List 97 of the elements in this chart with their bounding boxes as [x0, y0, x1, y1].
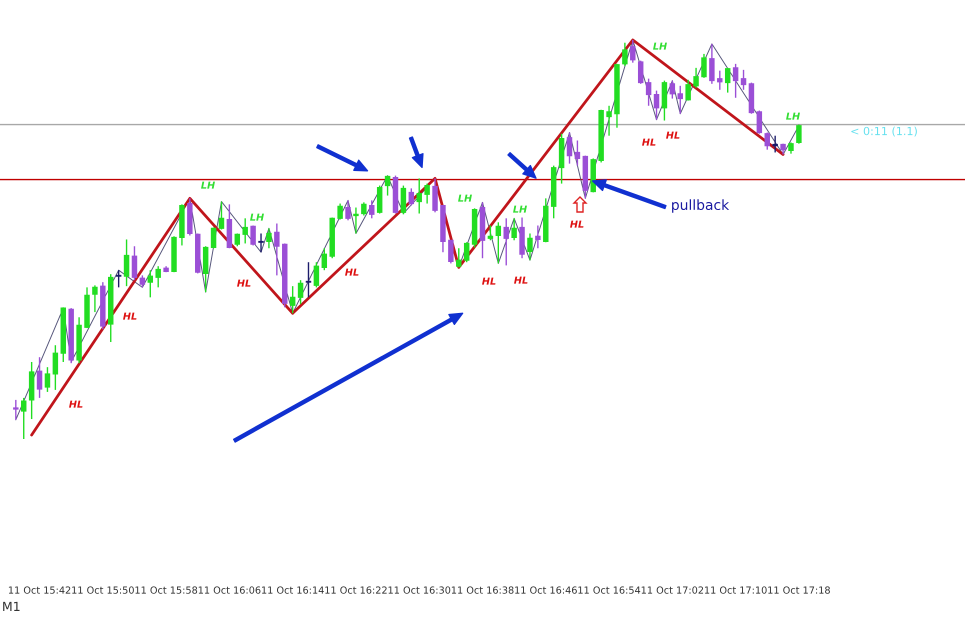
candlestick	[266, 228, 272, 249]
annotation: HL	[666, 132, 680, 139]
x-tick-label: 11 Oct 16:14	[262, 586, 324, 594]
annotation: HL	[514, 276, 528, 284]
candlestick	[250, 224, 256, 246]
annotation: LH	[786, 112, 800, 120]
candlestick	[504, 218, 509, 266]
candlestick	[155, 266, 161, 288]
candlestick	[345, 200, 351, 221]
x-tick-label: 11 Oct 15:42	[8, 586, 70, 594]
candlestick	[448, 240, 454, 264]
x-tick-label: 11 Oct 16:46	[515, 586, 577, 594]
candlestick	[314, 262, 320, 288]
candlestick	[322, 248, 328, 271]
candlestick	[732, 63, 738, 98]
candlestick	[630, 39, 636, 64]
candlestick	[132, 246, 138, 281]
candlestick	[234, 232, 240, 247]
candlestick	[693, 67, 699, 89]
candlestick	[258, 232, 264, 253]
annotation: HL	[642, 138, 656, 146]
candlestick	[654, 90, 660, 120]
candlestick	[92, 284, 98, 313]
candlestick	[384, 174, 390, 196]
x-tick-label: 11 Oct 16:06	[198, 586, 260, 594]
candlestick	[638, 60, 644, 85]
x-tick-label: 11 Oct 16:38	[452, 586, 514, 594]
candlestick	[361, 202, 367, 216]
candlestick	[337, 202, 343, 220]
candlestick	[511, 218, 517, 241]
candlestick	[574, 140, 580, 166]
candlestick	[416, 178, 422, 214]
x-tick-label: 11 Oct 16:54	[578, 586, 640, 594]
candlestick	[432, 178, 438, 214]
x-tick-label: 11 Oct 15:58	[135, 586, 198, 594]
candlestick	[678, 85, 683, 114]
candlestick	[21, 397, 26, 439]
candlestick	[124, 238, 130, 287]
candlestick	[622, 42, 628, 67]
candlestick	[369, 200, 374, 220]
candlestick	[780, 142, 786, 156]
candlestick	[796, 124, 802, 144]
candlestick	[701, 53, 707, 79]
annotation: pullback	[672, 199, 730, 213]
annotation: HL	[345, 268, 358, 276]
x-tick-label: 11 Oct 15:50	[72, 586, 134, 594]
candlestick	[772, 135, 778, 154]
candlestick	[13, 399, 19, 421]
candlestick	[218, 200, 224, 230]
annotation: LH	[653, 42, 667, 50]
candlestick	[242, 218, 248, 244]
candlestick	[670, 80, 676, 100]
candlestick	[353, 206, 359, 234]
annotation: HL	[69, 400, 82, 408]
candlestick	[148, 269, 154, 298]
candlestick	[756, 110, 762, 134]
candlestick	[274, 222, 280, 276]
candlestick	[740, 69, 746, 91]
candlestick	[464, 242, 470, 263]
candlestick	[717, 70, 723, 91]
annotation: LH	[458, 194, 472, 202]
candlestick	[724, 67, 730, 94]
candlestick	[44, 366, 50, 393]
candlestick	[535, 224, 541, 249]
annotation: HL	[482, 278, 496, 285]
annotation: LH	[201, 182, 215, 189]
candlestick	[709, 43, 715, 85]
candlestick	[566, 132, 572, 164]
annotation: HL	[123, 312, 136, 320]
candlestick	[408, 188, 414, 206]
annotation: HL	[237, 280, 250, 287]
x-tick-label: 11 Oct 16:22	[325, 586, 387, 594]
candlestick	[424, 182, 430, 204]
candlestick	[764, 132, 770, 150]
annotation: LH	[250, 214, 264, 221]
candlestick	[52, 344, 58, 391]
candlestick	[290, 285, 296, 314]
text: M1	[3, 602, 20, 611]
candlestick	[488, 224, 494, 241]
x-tick-label: 11 Oct 16:30	[388, 586, 450, 594]
candlestick	[527, 232, 533, 261]
candlestick	[400, 184, 406, 216]
candlestick	[646, 78, 652, 106]
annotation: < 0:11 (1.1)	[851, 126, 917, 137]
candlestick	[36, 356, 42, 399]
x-tick-label: 11 Oct 17:18	[768, 586, 830, 594]
candlestick	[685, 79, 691, 102]
annotation: LH	[513, 206, 527, 213]
x-tick-label: 11 Oct 17:02	[642, 586, 704, 594]
candlestick	[496, 222, 502, 264]
candlestick	[606, 105, 612, 136]
candlestick	[456, 248, 462, 268]
candlestick	[140, 274, 146, 288]
x-tick-label: 11 Oct 17:10	[704, 586, 767, 594]
candlestick	[788, 142, 794, 154]
candlestick	[298, 279, 304, 305]
annotation: HL	[570, 220, 584, 228]
